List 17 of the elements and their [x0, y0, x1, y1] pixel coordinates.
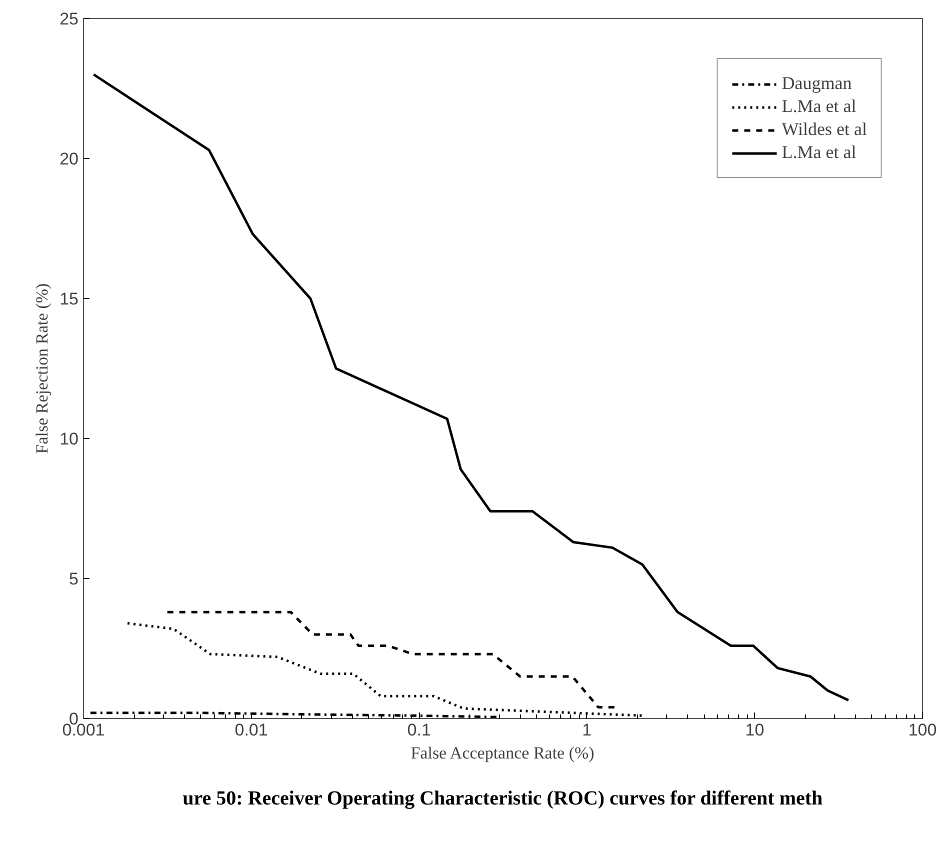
- text: ure 50: Receiver Operating Characteristic (ROC) curves for different meth: [182, 788, 823, 810]
- legend-label: L.Ma et al: [782, 96, 856, 117]
- x-tick-label: 10: [745, 720, 764, 740]
- y-tick-label: 20: [60, 150, 79, 168]
- y-tick-label: 10: [60, 430, 79, 448]
- x-tick-label: 1: [582, 720, 592, 740]
- x-tick-label: 100: [908, 720, 937, 740]
- y-tick-label: 15: [60, 290, 79, 308]
- x-tick-label: 0.01: [234, 720, 268, 740]
- y-tick-label: 25: [60, 10, 79, 28]
- legend-label: L.Ma et al: [782, 142, 856, 163]
- legend-label: Wildes et al: [782, 119, 867, 140]
- y-axis-title: False Rejection Rate (%): [32, 283, 52, 454]
- y-tick-label: 5: [69, 570, 79, 588]
- x-axis-title: False Acceptance Rate (%): [410, 744, 594, 762]
- legend-label: Daugman: [782, 73, 852, 94]
- x-tick-label: 0.1: [407, 720, 431, 740]
